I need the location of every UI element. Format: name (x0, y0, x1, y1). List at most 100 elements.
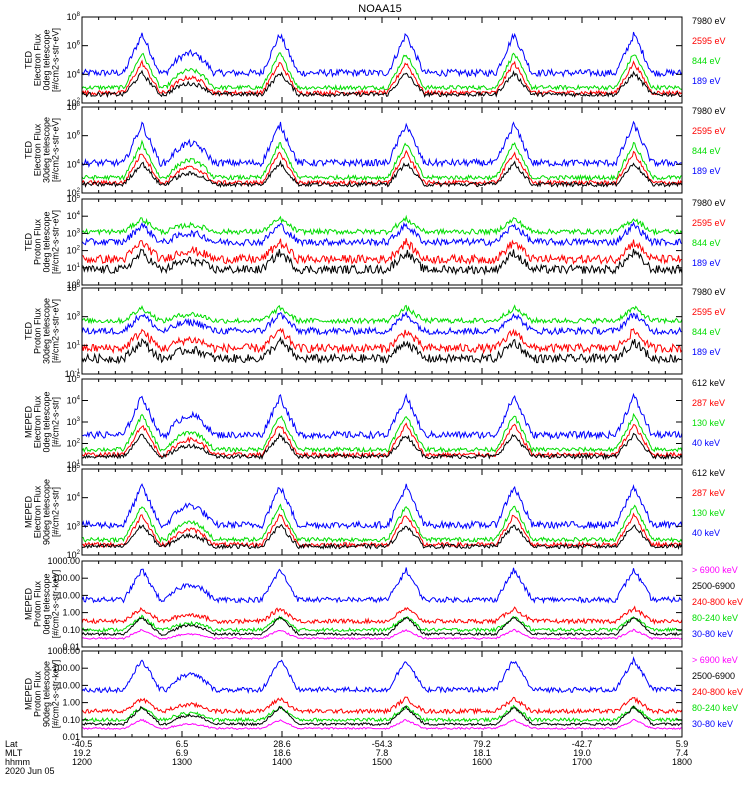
panel-traces (82, 656, 682, 731)
y-axis-label-line: [#/cm2-s-str] (51, 487, 61, 537)
x-tick-label-hhmm: 1200 (72, 757, 92, 767)
legend-entry: > 6900 keV (692, 655, 738, 665)
legend-entry: 40 keV (692, 528, 720, 538)
y-tick-label: 100.00 (52, 663, 80, 673)
series-green (82, 139, 682, 182)
legend-entry: 130 keV (692, 418, 725, 428)
y-tick-label: 0.01 (62, 642, 80, 652)
series-green (82, 704, 682, 723)
y-axis-label-line: 30deg telescope (42, 117, 52, 183)
legend-entry: 240-800 keV (692, 597, 743, 607)
x-tick-label-lat: -42.7 (572, 739, 593, 749)
series-blue (82, 656, 682, 694)
y-axis-label-line: 0deg telescope (42, 211, 52, 272)
x-tick-label-mlt: 7.8 (376, 748, 389, 758)
y-axis-label-line: [#/cm2-s-str-keV] (51, 570, 61, 639)
y-axis-label-line: MEPED (24, 678, 34, 711)
legend-entry: 2595 eV (692, 218, 726, 228)
series-green (82, 503, 682, 544)
y-axis-label-line: Electron Flux (33, 485, 43, 538)
x-axis-row-label: hhmm (5, 757, 30, 767)
y-axis-label-line: TED (24, 321, 34, 340)
x-axis-row-label: MLT (5, 748, 23, 758)
panel-4: 10-1 101 103 105 TEDProton Flux30deg telesco… (24, 283, 726, 379)
series-green (82, 214, 682, 237)
legend-entry: 189 eV (692, 76, 721, 86)
y-axis-label-line: 30deg telescope (42, 298, 52, 364)
x-tick-label-hhmm: 1800 (672, 757, 692, 767)
panel-traces (82, 392, 682, 461)
series-black (82, 432, 682, 461)
y-tick-label: 10.00 (57, 680, 80, 690)
series-blue (82, 392, 682, 441)
series-blue (82, 310, 682, 336)
x-tick-label-hhmm: 1500 (372, 757, 392, 767)
y-axis-label-line: 0deg telescope (42, 29, 52, 90)
y-axis-label-line: MEPED (24, 496, 34, 529)
series-red (82, 59, 682, 97)
panel-7: 0.01 0.10 1.00 10.00 100.00 1000.00 MEPEDProto… (24, 556, 744, 652)
y-tick-label: 103 (67, 228, 81, 238)
legend-entry: 80-240 keV (692, 613, 738, 623)
x-tick-label-lat: 28.6 (273, 739, 291, 749)
panel-traces (82, 483, 682, 551)
series-black (82, 159, 682, 189)
legend-entry: 240-800 keV (692, 687, 743, 697)
y-axis-label-line: Proton Flux (33, 307, 43, 354)
series-green (82, 304, 682, 325)
y-axis-label: MEPEDProton Flux90deg telescope[#/cm2-s-… (24, 660, 61, 729)
y-tick-label: 104 (67, 211, 81, 221)
legend-entry: 189 eV (692, 166, 721, 176)
y-tick-label: 103 (67, 312, 81, 322)
series-red (82, 149, 682, 187)
legend-entry: 2500-6900 (692, 581, 735, 591)
series-green (82, 412, 682, 454)
legend-entry: 40 keV (692, 438, 720, 448)
y-axis-label-line: 90deg telescope (42, 479, 52, 545)
series-blue (82, 567, 682, 605)
panel-5: 101 102 103 104 105 MEPEDElectron Flux0deg te… (24, 374, 726, 470)
series-green (82, 52, 682, 92)
legend-entry: 7980 eV (692, 198, 726, 208)
y-axis-label-line: Proton Flux (33, 670, 43, 717)
series-blue (82, 31, 682, 78)
y-tick-label: 103 (67, 521, 81, 531)
panels: 102 104 106 108 TED Electron Flux 0deg telesco… (24, 12, 744, 742)
y-axis-label-line: Electron Flux (33, 123, 43, 176)
y-axis-label-line: TED (24, 50, 34, 69)
legend-entry: 2500-6900 (692, 671, 735, 681)
panel-6: 102 103 104 105 MEPEDElectron Flux90deg tele… (24, 464, 726, 560)
x-tick-label-hhmm: 1400 (272, 757, 292, 767)
y-axis-label-line: [#/cm2-s-str-eV] (51, 210, 61, 274)
series-blue (82, 483, 682, 530)
series-red (82, 327, 682, 355)
y-tick-label: 105 (67, 194, 81, 204)
y-tick-label: 102 (67, 439, 81, 449)
legend-entry: 189 eV (692, 258, 721, 268)
panel-8: 0.01 0.10 1.00 10.00 100.00 1000.00 MEPEDProto… (24, 646, 744, 742)
x-tick-label-lat: 5.9 (676, 739, 689, 749)
y-tick-label: 10.00 (57, 590, 80, 600)
series-black (82, 705, 682, 727)
legend-entry: 2595 eV (692, 36, 726, 46)
y-axis-label: TEDElectron Flux30deg telescope[#/cm2-s-… (24, 117, 61, 183)
y-tick-label: 102 (67, 98, 81, 108)
y-axis-label-line: MEPED (24, 406, 34, 439)
plot-title: NOAA15 (358, 3, 401, 15)
legend-entry: 287 keV (692, 488, 725, 498)
legend-entry: 844 eV (692, 146, 721, 156)
x-tick-label-mlt: 6.9 (176, 748, 189, 758)
panel-2: 102 104 106 108 TEDElectron Flux30deg telesc… (24, 102, 726, 198)
y-axis-label-line: [#/cm2-s-str-eV] (51, 28, 61, 92)
y-axis-label: MEPEDProton Flux0deg telescope[#/cm2-s-s… (24, 570, 61, 639)
y-axis-label: MEPEDElectron Flux90deg telescope[#/cm2-… (24, 479, 61, 545)
y-tick-label: 1.00 (62, 698, 80, 708)
x-axis-row-label: 2020 Jun 05 (5, 766, 55, 776)
series-blue (82, 120, 682, 168)
y-axis-label: TEDProton Flux0deg telescope[#/cm2-s-str… (24, 210, 61, 274)
panel-1: 102 104 106 108 TEDElectron Flux0deg telesco… (24, 12, 726, 108)
y-tick-label: 106 (67, 41, 81, 51)
y-tick-label: 108 (67, 12, 81, 22)
legend-entry: 844 eV (692, 238, 721, 248)
